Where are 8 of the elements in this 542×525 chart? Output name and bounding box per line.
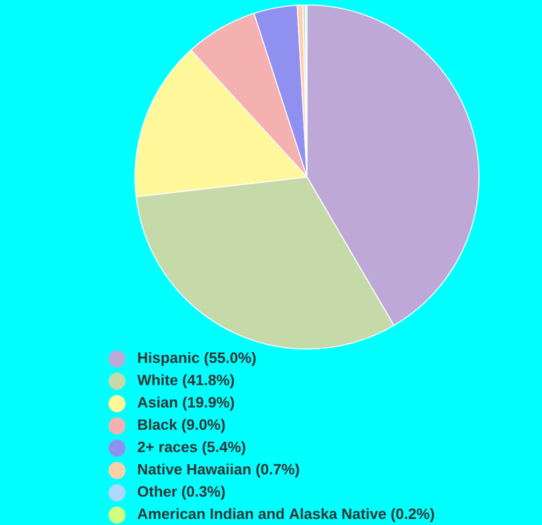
legend-label: White (41.8%) xyxy=(137,374,234,388)
legend-label: Native Hawaiian (0.7%) xyxy=(138,463,299,478)
legend-label: 2+ races (5.4%) xyxy=(138,441,246,456)
legend-label: Hispanic (55.0%) xyxy=(138,352,256,366)
legend-label: American Indian and Alaska Native (0.2%) xyxy=(138,508,434,522)
legend-label: Black (9.0%) xyxy=(138,418,225,433)
legend-label: Other (0.3%) xyxy=(138,486,225,500)
legend-label: Asian (19.9%) xyxy=(138,396,234,411)
